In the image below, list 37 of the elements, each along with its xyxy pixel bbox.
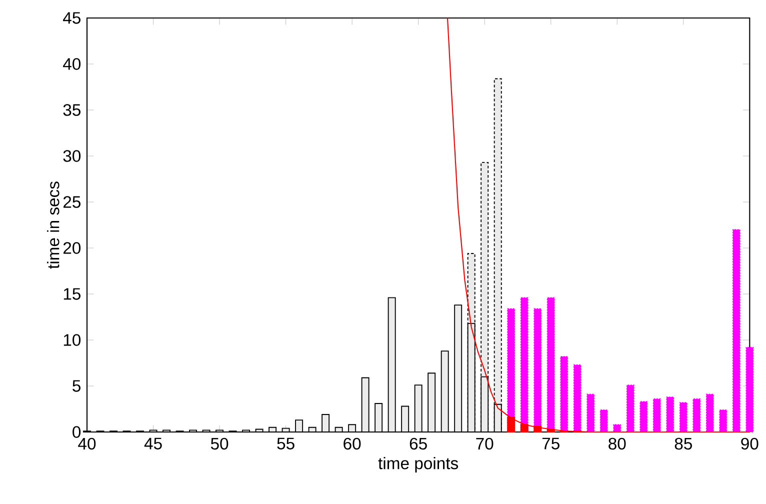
x-tick-label: 85: [674, 438, 692, 450]
x-tick-label: 60: [344, 438, 361, 450]
bar: [626, 384, 634, 432]
x-tick-label: 65: [410, 438, 427, 450]
bar: [640, 401, 648, 432]
y-tick-label: 45: [63, 12, 80, 24]
bar: [666, 396, 674, 432]
bar: [560, 356, 568, 432]
bar: [613, 424, 622, 432]
x-tick-label: 45: [144, 438, 162, 450]
bar: [706, 394, 714, 432]
bar: [679, 402, 688, 432]
bar: [732, 229, 740, 432]
bar: [746, 346, 754, 432]
x-tick-label: 75: [542, 438, 560, 450]
y-tick-label: 10: [64, 334, 81, 346]
y-tick-label: 25: [63, 196, 80, 208]
x-tick-label: 70: [476, 438, 494, 450]
bar: [600, 409, 608, 432]
y-tick-label: 40: [63, 58, 81, 70]
x-tick-label: 90: [741, 438, 758, 450]
x-tick-label: 80: [608, 438, 626, 450]
bar: [652, 398, 661, 432]
y-tick-label: 15: [64, 288, 80, 300]
y-tick-label: 0: [72, 426, 81, 438]
bar: [692, 398, 701, 432]
x-tick-label: 55: [277, 438, 294, 450]
x-tick-label: 50: [210, 438, 228, 450]
x-axis-title: time points: [378, 456, 458, 473]
y-tick-label: 35: [63, 104, 80, 116]
y-axis-title: time in secs: [47, 182, 60, 269]
y-tick-label: 20: [63, 242, 81, 254]
y-tick-label: 5: [72, 380, 80, 392]
bar: [573, 364, 582, 432]
bar: [719, 409, 728, 432]
y-tick-label: 30: [63, 150, 81, 162]
bar: [586, 394, 595, 432]
